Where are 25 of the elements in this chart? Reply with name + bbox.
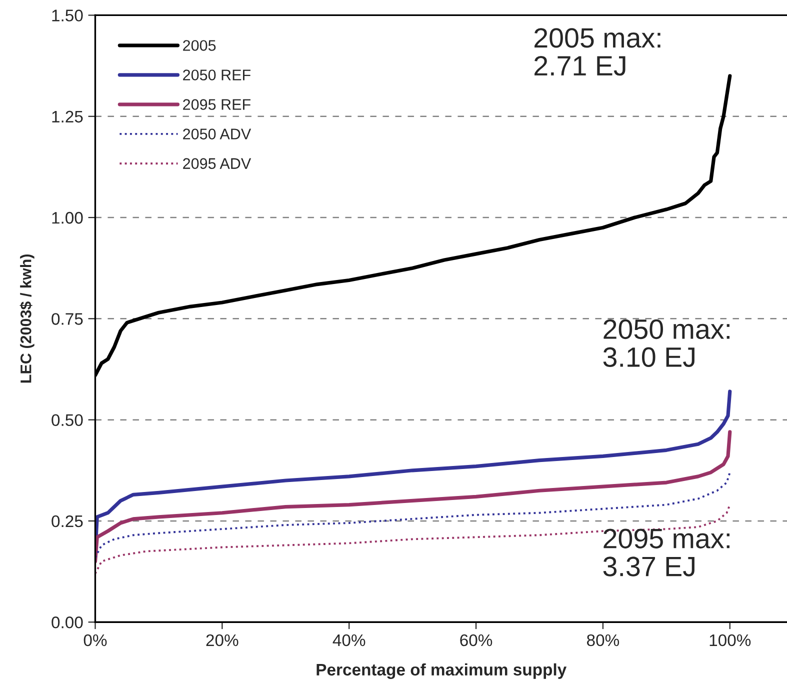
y-tick-label: 0.75 — [52, 313, 83, 325]
legend-label: 2095 ADV — [183, 158, 252, 169]
line-series — [95, 471, 731, 558]
legend-label: 2005 — [183, 40, 216, 51]
y-tick-label: 1.25 — [52, 110, 83, 123]
x-tick-label: 60% — [460, 634, 492, 646]
annotation: 2005 max: 2.71 EJ — [534, 28, 660, 76]
y-axis-title: LEC (2003$ / kwh) — [20, 254, 34, 383]
x-tick-label: 20% — [206, 634, 238, 646]
x-tick-label: 80% — [586, 634, 620, 646]
legend-label: 2095 REF — [183, 99, 250, 110]
legend-label: 2050 ADV — [183, 128, 252, 140]
legend-label: 2050 REF — [183, 70, 250, 80]
x-tick-label: 40% — [332, 634, 366, 646]
x-tick-label: 100% — [710, 634, 751, 646]
x-tick-label: 0% — [84, 634, 107, 646]
annotation: 2050 max: 3.10 EJ — [603, 319, 730, 367]
y-tick-label: 1.00 — [52, 212, 83, 224]
y-tick-label: 0.00 — [52, 616, 83, 628]
y-tick-label: 1.50 — [52, 10, 83, 22]
x-axis-title: Percentage of maximum supply — [316, 663, 567, 679]
y-tick-label: 0.50 — [52, 414, 83, 426]
y-tick-label: 0.25 — [52, 515, 83, 528]
line-series — [95, 504, 731, 575]
annotation: 2095 max: 3.37 EJ — [603, 528, 730, 576]
